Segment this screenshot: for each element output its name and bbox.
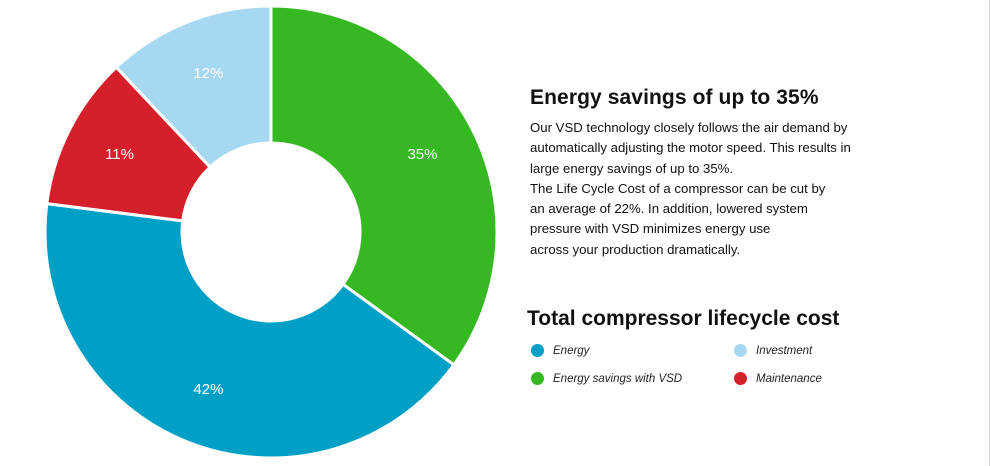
legend: Energy Investment Energy savings with VS… (531, 344, 851, 394)
slice-value-label: 35% (407, 146, 437, 163)
donut-chart: 35% 42% 11% 12% (43, 4, 499, 460)
legend-label: Maintenance (756, 372, 822, 385)
slice-value-label: 12% (193, 65, 223, 82)
legend-label: Energy (553, 344, 590, 357)
donut-slice-energy-savings-with-vsd (269, 4, 499, 367)
legend-item-maintenance: Maintenance (734, 372, 822, 385)
info-panel: Energy savings of up to 35% Our VSD tech… (530, 86, 930, 260)
legend-title: Total compressor lifecycle cost (527, 307, 840, 330)
legend-dot (531, 344, 544, 357)
donut-slice-maintenance (45, 65, 212, 223)
info-line: Our VSD technology closely follows the a… (530, 120, 848, 135)
legend-dot (531, 372, 544, 385)
legend-item-investment: Investment (734, 344, 812, 357)
legend-dot (734, 344, 747, 357)
legend-dot (734, 372, 747, 385)
info-line: across your production dramatically. (530, 241, 741, 257)
info-body: Our VSD technology closely follows the a… (530, 118, 930, 260)
info-line: automatically adjusting the motor speed.… (530, 140, 851, 156)
slice-value-label: 11% (105, 146, 134, 163)
info-line: an average of 22%. In addition, lowered … (530, 201, 808, 217)
legend-label: Energy savings with VSD (553, 372, 683, 385)
info-line: large energy savings of up to 35%. (530, 160, 734, 176)
slice-value-label: 42% (193, 381, 223, 398)
info-title: Energy savings of up to 35% (530, 86, 819, 109)
info-line: pressure with VSD minimizes energy use (530, 221, 771, 237)
legend-item-energy: Energy (531, 344, 589, 357)
donut-slice-energy (43, 202, 456, 460)
info-line: The Life Cycle Cost of a compressor can … (530, 180, 826, 196)
legend-item-energy-savings-with-vsd: Energy savings with VSD (531, 372, 682, 385)
legend-label: Investment (756, 344, 813, 357)
donut-slice-investment (114, 4, 273, 169)
